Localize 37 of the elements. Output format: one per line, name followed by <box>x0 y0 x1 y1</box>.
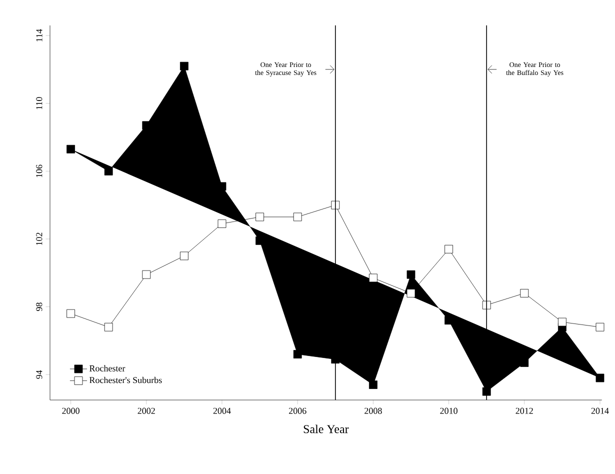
point <box>596 374 604 382</box>
x-tick-label: 2014 <box>591 408 609 414</box>
point <box>406 270 416 279</box>
point <box>180 62 188 70</box>
y-tick-label: 94 <box>36 370 42 379</box>
point <box>104 166 113 176</box>
x-axis-title: Sale Year <box>304 424 349 434</box>
y-tick-label: 106 <box>36 164 42 178</box>
point <box>293 350 302 358</box>
point <box>368 380 378 389</box>
x-tick-label: 2000 <box>62 408 80 414</box>
point <box>142 270 151 279</box>
y-tick-label: 110 <box>36 97 42 110</box>
point <box>368 274 378 282</box>
x-tick-label: 2008 <box>364 408 382 414</box>
x-tick-label: 2010 <box>440 408 458 414</box>
legend-label: Rochester <box>89 365 126 372</box>
point <box>256 212 264 222</box>
point <box>482 387 491 396</box>
point <box>406 289 416 298</box>
point <box>104 322 113 332</box>
point <box>66 144 75 154</box>
y-tick-label: 114 <box>36 29 42 42</box>
legend-label: Rochester's Suburbs <box>89 376 162 384</box>
point <box>520 358 529 367</box>
point <box>180 252 188 260</box>
x-tick-label: 2012 <box>516 408 533 414</box>
y-tick-label: 98 <box>36 302 42 311</box>
x-tick-label: 2002 <box>138 408 155 414</box>
point <box>218 220 226 228</box>
point <box>558 318 566 326</box>
y-tick-label: 102 <box>36 232 42 245</box>
x-tick-label: 2006 <box>288 408 306 414</box>
point <box>293 212 302 222</box>
point <box>444 244 453 254</box>
x-tick-label: 2004 <box>213 408 231 414</box>
point <box>520 289 529 298</box>
